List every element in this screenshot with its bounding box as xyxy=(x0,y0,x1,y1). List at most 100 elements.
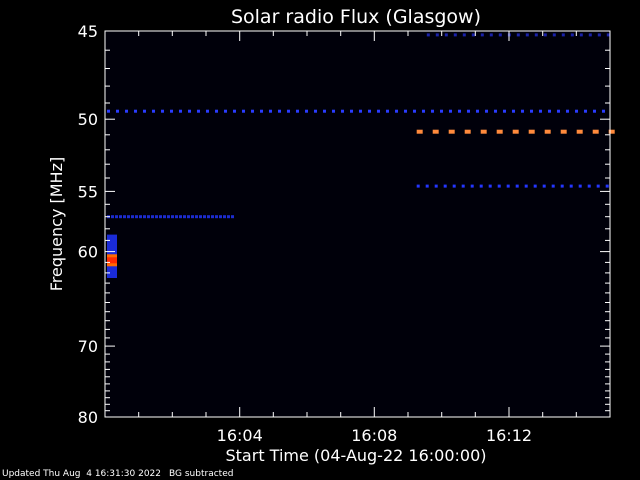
x-tick-label: 16:04 xyxy=(217,426,263,445)
dash-segment xyxy=(305,109,308,113)
dash-segment xyxy=(480,33,484,37)
band-segment xyxy=(163,215,166,219)
dash-segment xyxy=(544,129,551,134)
band-segment xyxy=(127,215,130,219)
band-segment xyxy=(135,215,138,219)
dash-segment xyxy=(377,109,380,113)
dash-segment xyxy=(116,109,119,113)
y-tick-label: 80 xyxy=(78,408,98,427)
dash-segment xyxy=(542,184,546,188)
dash-segment xyxy=(323,109,326,113)
dash-segment xyxy=(287,109,290,113)
dash-segment xyxy=(434,184,438,188)
dash-segment xyxy=(548,109,551,113)
band-segment xyxy=(179,215,182,219)
dash-segment xyxy=(569,184,573,188)
dash-segment xyxy=(161,109,164,113)
dash-segment xyxy=(296,109,299,113)
band-segment xyxy=(231,215,234,219)
feature-dashed-line-2 xyxy=(416,129,615,134)
band-segment xyxy=(199,215,202,219)
dash-segment xyxy=(443,184,447,188)
dash-segment xyxy=(471,33,475,37)
band-segment xyxy=(143,215,146,219)
dash-segment xyxy=(470,184,474,188)
dash-segment xyxy=(413,109,416,113)
dash-segment xyxy=(435,33,439,37)
dash-segment xyxy=(350,109,353,113)
band-segment xyxy=(171,215,174,219)
dash-segment xyxy=(444,33,448,37)
dash-segment xyxy=(515,184,519,188)
dash-segment xyxy=(561,33,565,37)
dash-segment xyxy=(359,109,362,113)
dash-segment xyxy=(170,109,173,113)
dash-segment xyxy=(608,129,615,134)
band-segment xyxy=(219,215,222,219)
dash-segment xyxy=(506,184,510,188)
dash-segment xyxy=(485,109,488,113)
dash-segment xyxy=(579,33,583,37)
dash-segment xyxy=(452,184,456,188)
x-tick-label: 16:12 xyxy=(486,426,532,445)
dash-segment xyxy=(530,109,533,113)
dash-segment xyxy=(233,109,236,113)
dash-segment xyxy=(449,109,452,113)
y-tick-label: 60 xyxy=(78,243,98,262)
dash-segment xyxy=(461,184,465,188)
dash-segment xyxy=(432,129,439,134)
dash-segment xyxy=(584,109,587,113)
dash-segment xyxy=(525,33,529,37)
dash-segment xyxy=(242,109,245,113)
dash-segment xyxy=(426,33,430,37)
y-tick-label: 45 xyxy=(78,22,98,41)
band-segment xyxy=(215,215,218,219)
y-tick-label: 70 xyxy=(78,337,98,356)
dash-segment xyxy=(462,33,466,37)
y-axis-label: Frequency [MHz] xyxy=(47,157,66,291)
band-segment xyxy=(175,215,178,219)
band-segment xyxy=(167,215,170,219)
dash-segment xyxy=(552,33,556,37)
dash-segment xyxy=(566,109,569,113)
dash-segment xyxy=(560,184,564,188)
dash-segment xyxy=(496,129,503,134)
dash-segment xyxy=(278,109,281,113)
dash-segment xyxy=(332,109,335,113)
chart-title: Solar radio Flux (Glasgow) xyxy=(231,6,481,28)
band-segment xyxy=(155,215,158,219)
dash-segment xyxy=(341,109,344,113)
x-tick-label: 16:08 xyxy=(351,426,397,445)
band-segment xyxy=(131,215,134,219)
dash-segment xyxy=(206,109,209,113)
bg-subtracted-note: BG subtracted xyxy=(169,469,234,479)
y-axis: 45 50 55 60 70 80 xyxy=(78,22,610,427)
dash-segment xyxy=(494,109,497,113)
band-segment xyxy=(115,215,118,219)
band-segment xyxy=(183,215,186,219)
dash-segment xyxy=(260,109,263,113)
dash-segment xyxy=(425,184,429,188)
dash-segment xyxy=(458,109,461,113)
dash-segment xyxy=(578,184,582,188)
dash-segment xyxy=(605,184,609,188)
dash-segment xyxy=(143,109,146,113)
dash-segment xyxy=(539,109,542,113)
band-segment xyxy=(159,215,162,219)
dash-segment xyxy=(269,109,272,113)
dash-segment xyxy=(575,109,578,113)
dash-segment xyxy=(488,184,492,188)
dash-segment xyxy=(467,109,470,113)
dash-segment xyxy=(587,184,591,188)
x-axis-label: Start Time (04-Aug-22 16:00:00) xyxy=(226,446,487,465)
dash-segment xyxy=(592,129,599,134)
dash-segment xyxy=(431,109,434,113)
band-segment xyxy=(123,215,126,219)
dash-segment xyxy=(188,109,191,113)
band-segment xyxy=(147,215,150,219)
dash-segment xyxy=(528,129,535,134)
dash-segment xyxy=(416,129,423,134)
band-segment xyxy=(191,215,194,219)
dash-segment xyxy=(224,109,227,113)
dash-segment xyxy=(516,33,520,37)
